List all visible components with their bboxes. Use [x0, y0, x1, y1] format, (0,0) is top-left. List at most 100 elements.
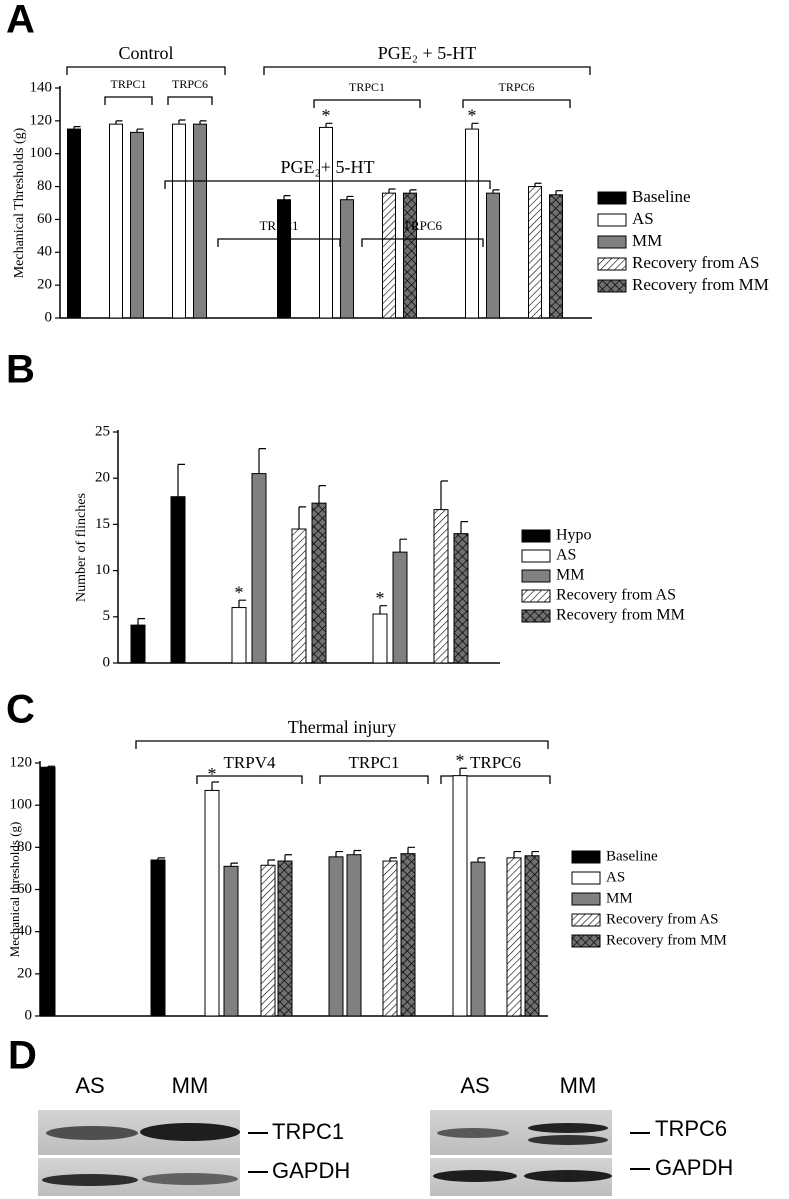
error-bar [211, 781, 219, 791]
bar [486, 192, 500, 319]
y-tick-label: 25 [95, 423, 110, 439]
bar [67, 128, 81, 319]
error-bar [136, 128, 144, 133]
group-label: TRPC1 [259, 218, 298, 233]
group-bracket [66, 66, 226, 75]
band-label: TRPC1 [272, 1119, 344, 1144]
lane-label: AS [75, 1073, 104, 1098]
y-tick-label: 80 [17, 839, 32, 855]
error-bar [513, 850, 521, 858]
bar [130, 624, 146, 664]
legend-label: Hypo [556, 527, 592, 544]
error-bar [531, 850, 539, 856]
legend-label: AS [606, 869, 625, 885]
legend-swatch [597, 213, 627, 227]
legend-label: Recovery from AS [556, 587, 676, 604]
group-label: TRPC1 [348, 753, 399, 772]
legend-swatch [571, 913, 601, 927]
y-tick-label: 40 [17, 923, 32, 939]
error-bar [73, 126, 81, 130]
legend-swatch [571, 934, 601, 948]
group-label: TRPC6 [498, 80, 534, 94]
y-tick-label: 140 [30, 79, 53, 95]
legend-label: Recovery from MM [632, 275, 769, 294]
bar [223, 865, 239, 1017]
group-label: TRPC6 [470, 753, 521, 772]
bar [372, 613, 388, 664]
y-tick-label: 60 [37, 211, 52, 227]
group-label: TRPC6 [403, 218, 443, 233]
error-bar [238, 599, 246, 608]
error-bar [477, 857, 485, 863]
legend-swatch [597, 235, 627, 249]
legend-swatch [521, 589, 551, 603]
panel-letter: B [6, 348, 35, 392]
y-tick-label: 80 [37, 178, 52, 194]
legend-swatch [571, 850, 601, 864]
bar [382, 192, 396, 319]
error-bar [471, 122, 479, 130]
bar [170, 496, 186, 664]
bar [319, 126, 333, 319]
group-bracket [361, 238, 484, 247]
group-bracket [164, 180, 491, 189]
y-tick-label: 20 [17, 965, 32, 981]
legend-swatch [597, 279, 627, 293]
error-bar [335, 850, 343, 857]
y-tick-label: 15 [95, 516, 110, 532]
lane-label: MM [172, 1073, 209, 1098]
panel-letter: A [6, 0, 35, 42]
error-bar [460, 521, 468, 534]
y-tick-label: 20 [37, 277, 52, 293]
y-tick-label: 0 [103, 654, 111, 670]
group-bracket [196, 775, 303, 784]
bar [470, 861, 486, 1017]
bar [392, 551, 408, 664]
error-bar [230, 862, 238, 867]
group-bracket [319, 775, 429, 784]
group-bracket [462, 99, 571, 108]
legend-swatch [521, 529, 551, 543]
legend-swatch [521, 609, 551, 623]
error-bar [157, 857, 165, 860]
error-bar [318, 484, 326, 504]
legend-label: Recovery from MM [556, 607, 685, 624]
legend-swatch [597, 257, 627, 271]
error-bar [459, 767, 467, 776]
group-label: TRPC1 [110, 77, 146, 91]
error-bar [399, 538, 407, 553]
significance-mark: * [322, 105, 331, 125]
group-bracket [135, 740, 549, 749]
bar [400, 853, 416, 1017]
bar [251, 473, 267, 664]
bar [204, 789, 220, 1017]
group-bracket [440, 775, 551, 784]
group-bracket [313, 99, 421, 108]
band-label: GAPDH [272, 1158, 350, 1183]
group-label: TRPV4 [224, 753, 276, 772]
legend-label: MM [632, 231, 662, 250]
bar [346, 854, 362, 1017]
legend-label: Baseline [632, 187, 691, 206]
lane-label: AS [460, 1073, 489, 1098]
error-bar [177, 463, 185, 497]
error-bar [389, 857, 397, 862]
bar [193, 123, 207, 319]
error-bar [137, 618, 145, 626]
error-bar [346, 195, 354, 200]
legend-swatch [571, 892, 601, 906]
error-bar [284, 854, 292, 862]
legend-label: AS [556, 547, 576, 564]
y-tick-label: 5 [103, 608, 111, 624]
y-tick-label: 20 [95, 470, 110, 486]
bar [130, 131, 144, 319]
bar [524, 855, 540, 1017]
bar [465, 128, 479, 319]
error-bar [440, 480, 448, 510]
bar [40, 766, 56, 1017]
legend-swatch [521, 569, 551, 583]
y-tick-label: 60 [17, 881, 32, 897]
bar [150, 859, 166, 1017]
bar [340, 199, 354, 319]
significance-mark: * [376, 588, 385, 608]
